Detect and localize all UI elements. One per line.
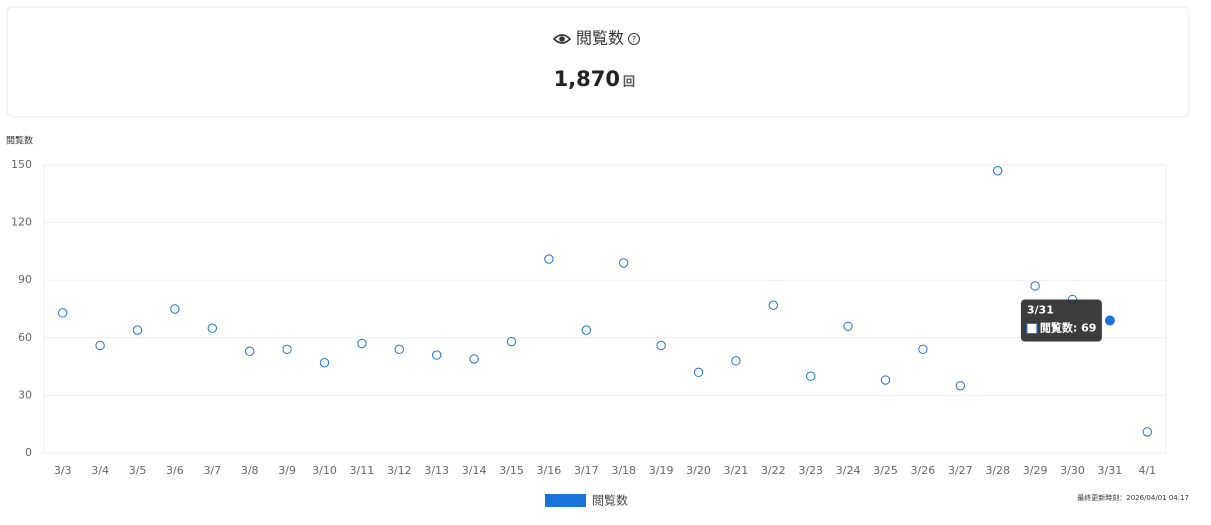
point <box>619 258 629 268</box>
x-tick-label: 3/16 <box>537 464 562 477</box>
card-title: 閲覧数 <box>576 29 624 48</box>
x-tick-label: 3/17 <box>574 464 599 477</box>
legend-label: 閲覧数 <box>592 493 628 508</box>
x-tick-label: 3/8 <box>241 464 259 477</box>
y-tick-label: 90 <box>18 273 32 286</box>
x-tick-label: 3/27 <box>948 464 973 477</box>
point <box>843 321 853 331</box>
x-tick-label: 3/5 <box>129 464 147 477</box>
help-icon[interactable]: ? <box>628 33 640 45</box>
point <box>319 358 330 368</box>
x-tick-label: 3/11 <box>350 464 375 477</box>
total-unit: 回 <box>623 75 635 89</box>
plot-frame <box>43 164 1167 454</box>
point <box>693 367 704 378</box>
legend-swatch <box>545 494 586 507</box>
x-tick-label: 3/30 <box>1060 464 1085 477</box>
x-tick-label: 3/26 <box>911 464 936 477</box>
point <box>731 356 741 366</box>
point <box>918 344 928 355</box>
x-tick-label: 3/22 <box>761 464 786 477</box>
total-value: 1,870 <box>554 67 620 91</box>
x-tick-label: 3/6 <box>166 464 184 477</box>
svg-text:?: ? <box>632 35 636 44</box>
x-tick-label: 3/20 <box>686 464 711 477</box>
highlighted-point <box>1104 315 1115 326</box>
point <box>207 323 218 333</box>
eye-icon <box>552 34 572 44</box>
tooltip-box <box>1020 299 1102 342</box>
tooltip-title: 3/31 <box>1027 304 1054 317</box>
x-tick-label: 3/4 <box>91 464 109 477</box>
point <box>880 375 891 385</box>
point <box>432 350 442 360</box>
point <box>357 338 367 349</box>
point <box>58 308 68 318</box>
x-tick-label: 3/13 <box>424 464 449 477</box>
x-tick-label: 3/10 <box>312 464 337 477</box>
x-tick-label: 3/12 <box>387 464 412 477</box>
x-tick-label: 4/1 <box>1138 464 1156 477</box>
x-tick-label: 3/31 <box>1098 464 1123 477</box>
y-tick-label: 60 <box>18 331 32 344</box>
y-tick-label: 150 <box>11 158 32 171</box>
point <box>581 325 591 335</box>
last-updated: 最終更新時刻：2026/04/01 04:17 <box>1077 493 1189 502</box>
x-tick-label: 3/7 <box>203 464 221 477</box>
point <box>469 354 479 364</box>
x-tick-label: 3/18 <box>611 464 636 477</box>
point <box>768 300 778 310</box>
x-tick-label: 3/3 <box>54 464 72 477</box>
tooltip-text: 閲覧数: 69 <box>1040 321 1097 335</box>
tooltip: 3/31 閲覧数: 69 <box>1020 299 1102 342</box>
x-tick-label: 3/23 <box>798 464 823 477</box>
point <box>95 340 105 351</box>
x-tick-label: 3/9 <box>278 464 296 477</box>
point <box>544 254 554 264</box>
x-tick-label: 3/19 <box>649 464 674 477</box>
x-tick-label: 3/21 <box>724 464 749 477</box>
point <box>170 304 180 314</box>
point <box>132 325 143 335</box>
y-axis-label: 閲覧数 <box>6 135 33 147</box>
y-tick-label: 120 <box>11 216 32 229</box>
x-tick-label: 3/29 <box>1023 464 1048 477</box>
point <box>245 346 255 356</box>
point <box>955 381 965 391</box>
point <box>506 336 517 347</box>
point <box>806 371 816 381</box>
tooltip-swatch <box>1026 323 1038 335</box>
point <box>1030 281 1040 291</box>
x-tick-label: 3/15 <box>499 464 524 477</box>
y-tick-label: 30 <box>18 388 32 401</box>
point <box>993 166 1003 176</box>
y-tick-label: 0 <box>25 446 32 459</box>
x-tick-label: 3/14 <box>462 464 487 477</box>
point <box>1142 427 1153 437</box>
point <box>394 344 404 355</box>
x-tick-label: 3/24 <box>836 464 861 477</box>
point <box>656 340 666 351</box>
x-tick-label: 3/28 <box>985 464 1010 477</box>
summary-card <box>6 6 1190 118</box>
x-tick-label: 3/25 <box>873 464 898 477</box>
point <box>282 344 292 355</box>
